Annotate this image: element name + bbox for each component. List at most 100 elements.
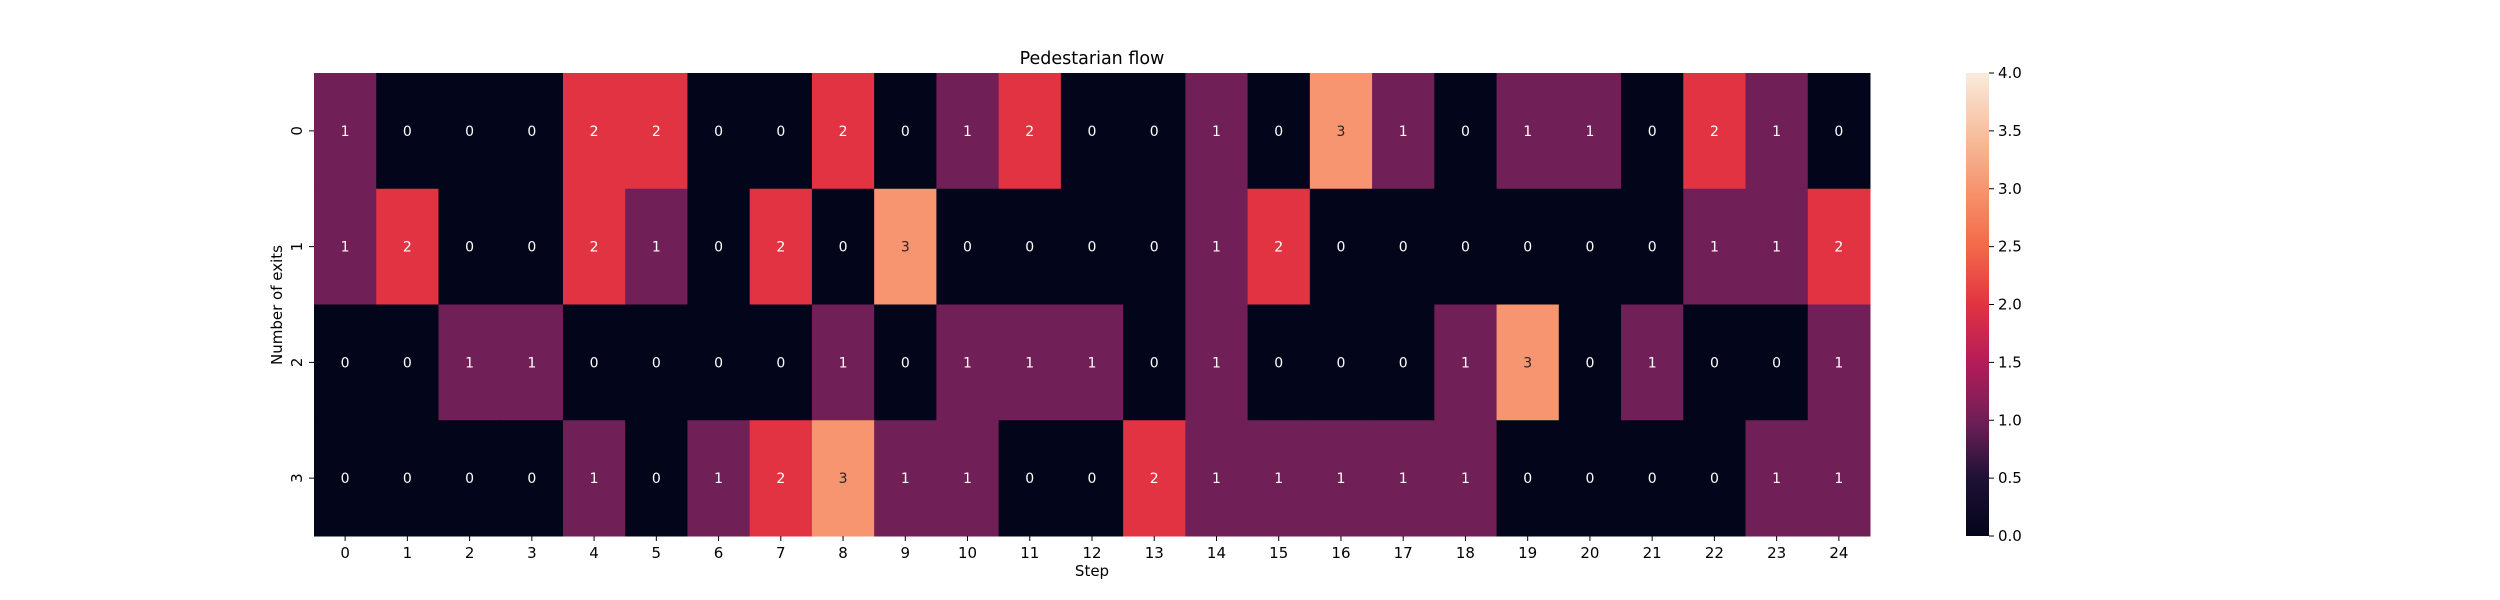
heatmap-cell (687, 73, 751, 190)
cell-value-label: 1 (963, 471, 972, 487)
cell-value-label: 0 (1585, 355, 1594, 371)
cell-value-label: 0 (1710, 471, 1719, 487)
cell-value-label: 0 (465, 240, 474, 256)
heatmap-cell (1621, 304, 1684, 421)
cell-value-label: 1 (1212, 240, 1221, 256)
heatmap-cell (1372, 304, 1435, 421)
x-tick-label: 21 (1643, 544, 1662, 562)
cell-value-label: 0 (1585, 471, 1594, 487)
heatmap-cells: 1 0 0 0 2 2 0 0 2 0 1 2 0 0 1 0 3 1 0 1 1 0 2 1 0 1 2 0 0 2 1 0 2 0 3 0 0 0 0 1… (314, 73, 1871, 537)
x-tick-label: 4 (589, 544, 599, 562)
heatmap-cell (438, 73, 502, 190)
heatmap-cell (376, 420, 439, 537)
heatmap-cell (438, 420, 502, 537)
cell-value-label: 0 (652, 355, 661, 371)
heatmap-cell (1372, 73, 1435, 190)
cell-value-label: 1 (1274, 471, 1283, 487)
heatmap-cell (1434, 304, 1498, 421)
cell-value-label: 1 (1834, 471, 1843, 487)
cell-value-label: 2 (590, 124, 599, 140)
cell-value-label: 0 (1461, 124, 1470, 140)
heatmap-cell (314, 73, 377, 190)
cell-value-label: 1 (901, 471, 910, 487)
heatmap-cell (1558, 304, 1622, 421)
heatmap-cell (1558, 420, 1622, 537)
cell-value-label: 0 (341, 471, 350, 487)
cell-value-label: 0 (403, 124, 412, 140)
cell-value-label: 1 (963, 355, 972, 371)
cell-value-label: 1 (1585, 124, 1594, 140)
heatmap-cell (1745, 73, 1809, 190)
heatmap-cell (1060, 304, 1124, 421)
cell-value-label: 1 (465, 355, 474, 371)
cell-value-label: 0 (527, 124, 536, 140)
cell-value-label: 0 (1772, 355, 1781, 371)
x-tick-label: 14 (1207, 544, 1226, 562)
cell-value-label: 2 (1710, 124, 1719, 140)
colorbar-tick-label: 2.5 (1998, 238, 2022, 256)
heatmap-cell (1060, 73, 1124, 190)
heatmap-cell (811, 73, 875, 190)
heatmap-cell (998, 188, 1062, 305)
heatmap-cell (749, 304, 813, 421)
colorbar-tick-label: 4.0 (1998, 64, 2022, 82)
cell-value-label: 0 (1399, 240, 1408, 256)
cell-value-label: 0 (1336, 355, 1345, 371)
cell-value-label: 1 (1772, 471, 1781, 487)
heatmap-cell (1807, 188, 1871, 305)
heatmap-cell (314, 304, 377, 421)
heatmap-cell (376, 188, 439, 305)
cell-value-label: 2 (839, 124, 848, 140)
cell-value-label: 0 (714, 124, 723, 140)
heatmap-cell (562, 304, 626, 421)
cell-value-label: 2 (776, 471, 785, 487)
heatmap-cell (438, 304, 502, 421)
y-tick-label: 0 (288, 126, 306, 136)
heatmap-cell (1185, 73, 1249, 190)
cell-value-label: 0 (652, 471, 661, 487)
cell-value-label: 2 (1025, 124, 1034, 140)
cell-value-label: 2 (652, 124, 661, 140)
x-tick-label: 13 (1145, 544, 1164, 562)
cell-value-label: 1 (1212, 355, 1221, 371)
heatmap-cell (314, 188, 377, 305)
cell-value-label: 0 (1523, 240, 1532, 256)
cell-value-label: 1 (963, 124, 972, 140)
x-tick-label: 6 (714, 544, 724, 562)
heatmap-cell (687, 304, 751, 421)
heatmap-cell (811, 188, 875, 305)
cell-value-label: 0 (1274, 124, 1283, 140)
x-tick-label: 15 (1269, 544, 1288, 562)
cell-value-label: 2 (776, 240, 785, 256)
heatmap-cell (625, 73, 688, 190)
cell-value-label: 1 (1212, 124, 1221, 140)
cell-value-label: 1 (1710, 240, 1719, 256)
colorbar-tick-label: 2.0 (1998, 296, 2022, 314)
heatmap-cell (998, 304, 1062, 421)
cell-value-label: 0 (1648, 471, 1657, 487)
heatmap-cell (500, 304, 564, 421)
cell-value-label: 0 (1088, 240, 1097, 256)
y-tick-label: 1 (288, 242, 306, 252)
colorbar-tick-label: 0.5 (1998, 469, 2022, 487)
cell-value-label: 1 (1523, 124, 1532, 140)
cell-value-label: 0 (1399, 355, 1408, 371)
x-tick-label: 23 (1767, 544, 1786, 562)
cell-value-label: 0 (901, 355, 910, 371)
heatmap-cell (1372, 188, 1435, 305)
cell-value-label: 2 (1834, 240, 1843, 256)
heatmap-cell (749, 73, 813, 190)
heatmap-cell (1247, 188, 1311, 305)
cell-value-label: 1 (590, 471, 599, 487)
heatmap-cell (1309, 73, 1373, 190)
heatmap-cell (1247, 73, 1311, 190)
cell-value-label: 0 (1150, 355, 1159, 371)
x-tick-label: 2 (465, 544, 475, 562)
x-tick-label: 9 (901, 544, 911, 562)
cell-value-label: 0 (776, 355, 785, 371)
cell-value-label: 0 (1088, 124, 1097, 140)
y-axis-title: Number of exits (268, 245, 286, 365)
heatmap-cell (1434, 420, 1498, 537)
cell-value-label: 2 (1150, 471, 1159, 487)
colorbar-tick-label: 0.0 (1998, 527, 2022, 545)
